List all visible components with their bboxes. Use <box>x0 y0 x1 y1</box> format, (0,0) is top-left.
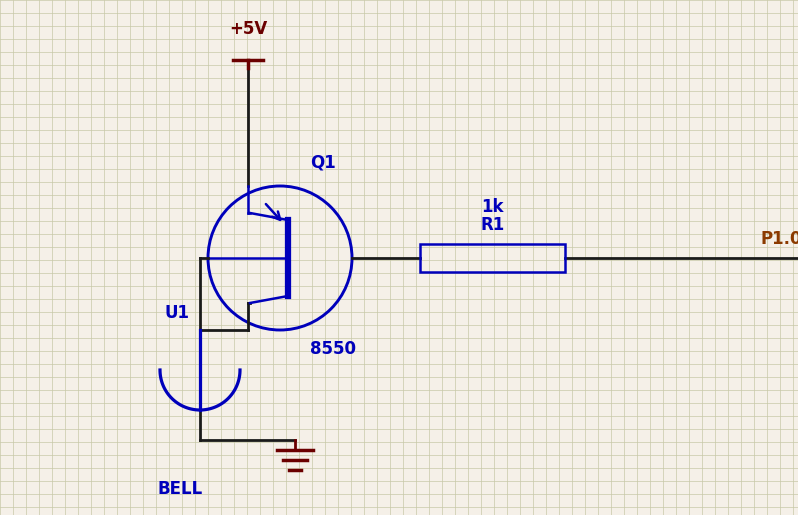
Text: +5V: +5V <box>229 20 267 38</box>
Text: 1k: 1k <box>481 198 504 216</box>
Bar <box>420 244 565 272</box>
Text: U1: U1 <box>165 304 190 322</box>
Text: R1: R1 <box>480 216 504 234</box>
Text: BELL: BELL <box>157 480 203 498</box>
Text: P1.0: P1.0 <box>760 230 798 248</box>
Text: Q1: Q1 <box>310 153 336 171</box>
Text: 8550: 8550 <box>310 340 356 358</box>
